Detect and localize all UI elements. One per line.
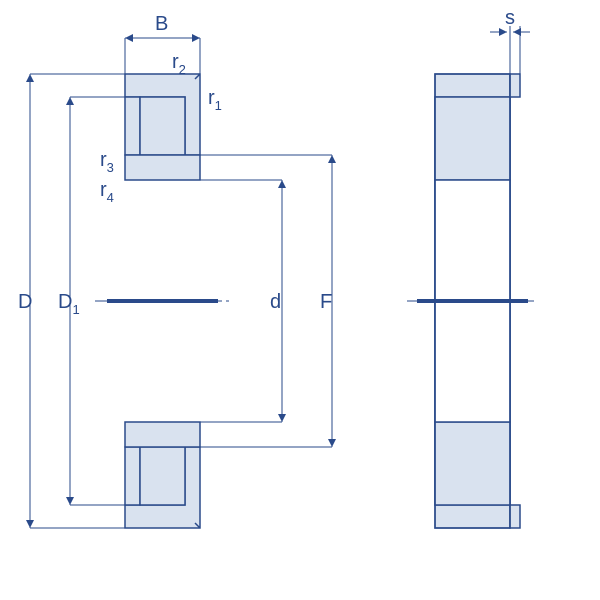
label-B: B — [155, 13, 168, 35]
label-d: d — [270, 291, 281, 313]
label-D: D — [18, 291, 32, 313]
label-F: F — [320, 291, 332, 313]
label-s: s — [505, 7, 515, 29]
bearing-drawing: DD1BdFsr1r2r3r4 — [0, 0, 600, 600]
